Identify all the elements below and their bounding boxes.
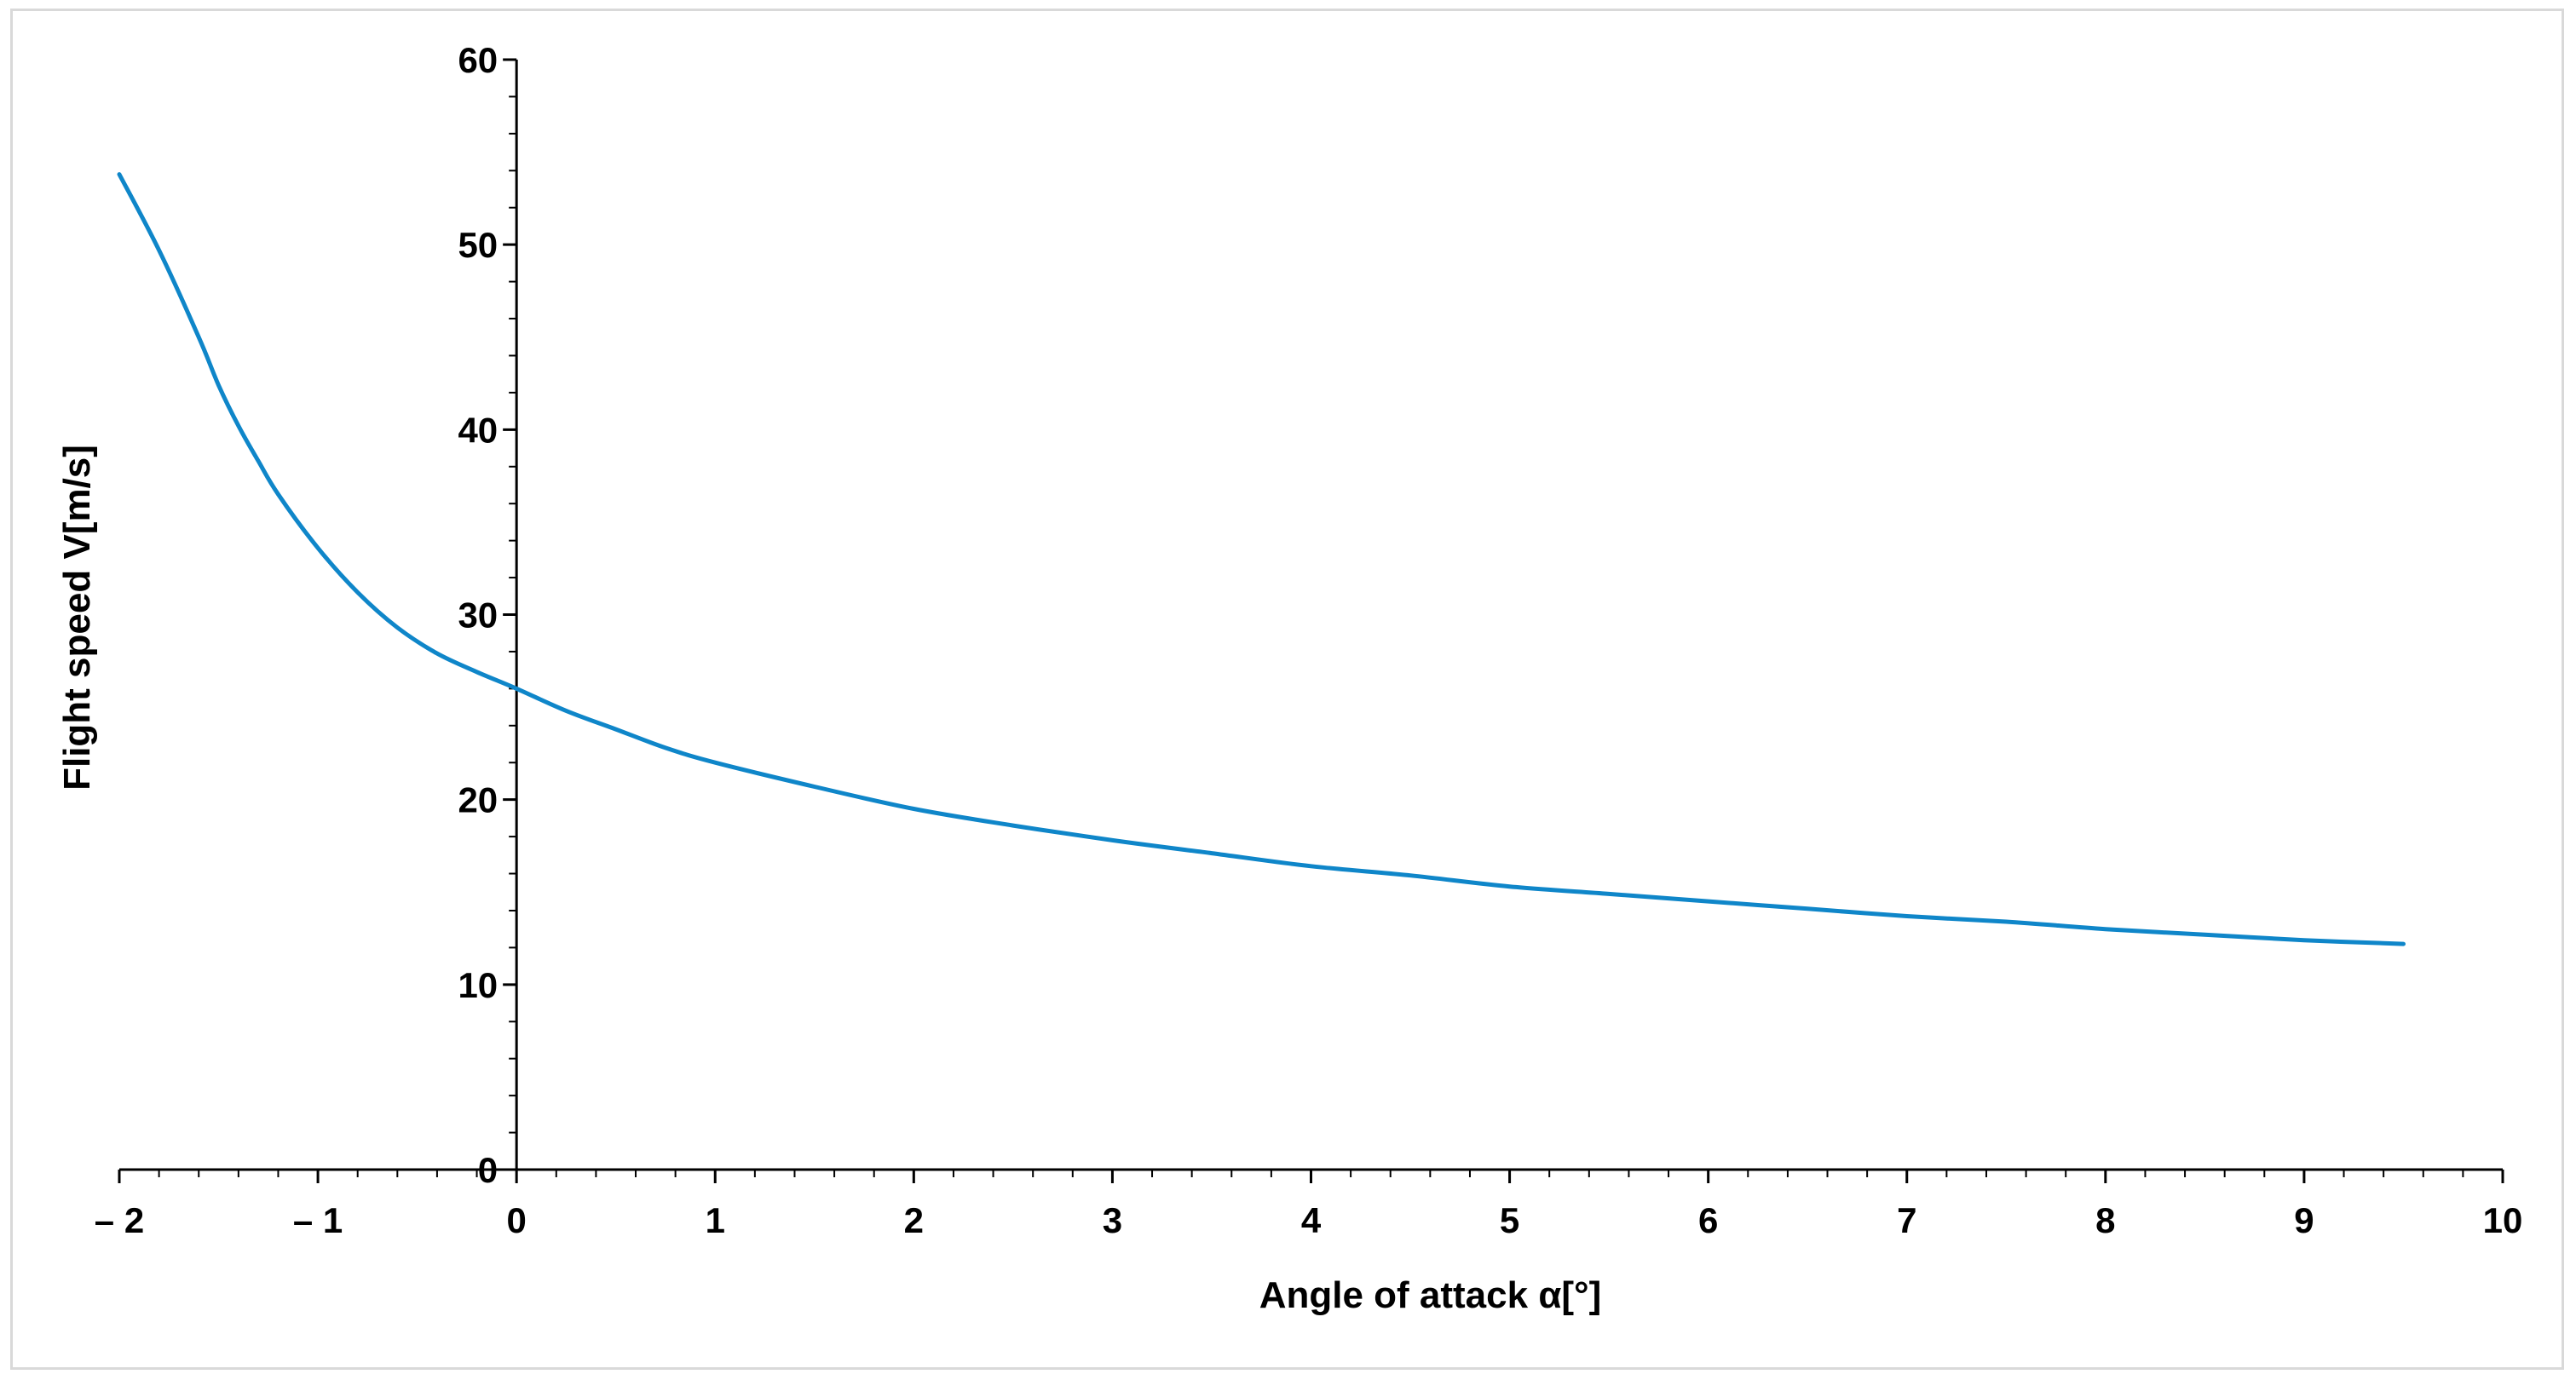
- x-tick-label: 10: [2483, 1200, 2523, 1240]
- series-line-0: [117, 172, 2406, 946]
- x-tick-label: 9: [2294, 1200, 2314, 1240]
- x-tick-label: 2: [904, 1200, 924, 1240]
- y-tick-label: 30: [458, 595, 498, 635]
- y-axis-title: Flight speed V[m/s]: [56, 445, 98, 791]
- y-tick-label: 40: [458, 410, 498, 450]
- tick-labels: – 2 – 1 0 1 2 3 4 5 6 7 8 9 10 0 10 20 30 40 50 60: [95, 40, 2523, 1240]
- y-tick-label: 50: [458, 225, 498, 265]
- chart-frame: [10, 9, 2564, 1370]
- x-tick-label: – 2: [95, 1200, 144, 1240]
- y-tick-label: 0: [478, 1150, 498, 1190]
- y-tick-label: 20: [458, 780, 498, 820]
- y-tick-label: 60: [458, 40, 498, 80]
- x-tick-label: 0: [506, 1200, 526, 1240]
- series-layer: [117, 172, 2406, 946]
- x-tick-label: 4: [1301, 1200, 1322, 1240]
- x-tick-label: 8: [2095, 1200, 2115, 1240]
- x-tick-label: 7: [1897, 1200, 1916, 1240]
- x-tick-label: 1: [706, 1200, 725, 1240]
- x-tick-label: 5: [1500, 1200, 1519, 1240]
- x-tick-label: – 1: [293, 1200, 343, 1240]
- x-tick-label: 3: [1103, 1200, 1122, 1240]
- x-axis-title: Angle of attack α[°]: [1259, 1274, 1602, 1316]
- x-tick-label: 6: [1698, 1200, 1718, 1240]
- y-tick-label: 10: [458, 965, 498, 1005]
